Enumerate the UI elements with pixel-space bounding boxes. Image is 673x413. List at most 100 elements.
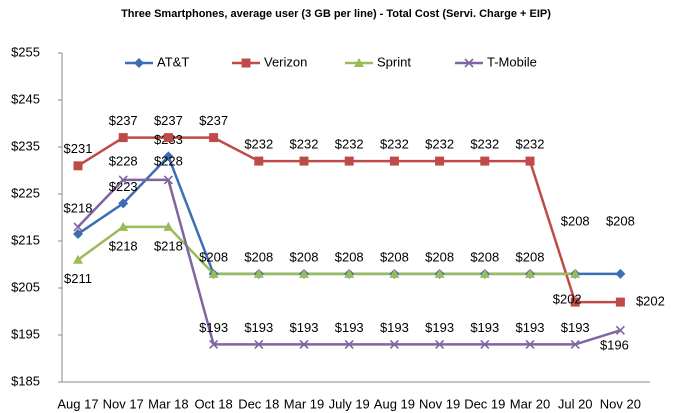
data-point xyxy=(299,339,309,349)
data-label: $208 xyxy=(380,249,409,264)
legend-marker xyxy=(354,58,364,67)
y-tick-label: $225 xyxy=(11,185,40,200)
data-label: $232 xyxy=(380,137,409,152)
data-point xyxy=(615,268,626,279)
data-label: $237 xyxy=(154,113,183,128)
x-tick-label: Jul 20 xyxy=(558,396,593,411)
data-point xyxy=(209,339,219,349)
x-tick-label: Mar 18 xyxy=(148,396,188,411)
data-point xyxy=(525,339,535,349)
legend-label: Verizon xyxy=(264,54,307,69)
data-label: $232 xyxy=(470,137,499,152)
y-tick-label: $245 xyxy=(11,91,40,106)
data-label: $193 xyxy=(244,320,273,335)
data-point xyxy=(163,221,174,231)
x-tick-label: Mar 19 xyxy=(284,396,324,411)
data-point xyxy=(615,325,625,335)
data-label: $208 xyxy=(425,249,454,264)
data-point xyxy=(435,339,445,349)
data-point xyxy=(73,222,83,232)
data-point xyxy=(254,156,264,166)
data-point xyxy=(163,151,174,162)
x-tick-label: Aug 17 xyxy=(57,396,98,411)
data-label: $232 xyxy=(516,137,545,152)
data-label: $232 xyxy=(244,137,273,152)
legend-marker xyxy=(241,58,251,68)
data-label: $231 xyxy=(64,141,93,156)
data-point xyxy=(163,175,173,185)
data-label: $202 xyxy=(553,292,582,307)
data-point xyxy=(480,339,490,349)
data-point xyxy=(299,268,309,278)
data-label: $208 xyxy=(470,249,499,264)
data-point xyxy=(389,339,399,349)
x-tick-label: Nov 20 xyxy=(600,396,641,411)
data-point xyxy=(299,156,309,166)
y-tick-label: $205 xyxy=(11,279,40,294)
data-point xyxy=(253,268,264,278)
x-tick-label: Oct 18 xyxy=(194,396,232,411)
x-tick-label: July 19 xyxy=(329,396,370,411)
data-label: $208 xyxy=(606,213,635,228)
data-point xyxy=(208,268,219,278)
data-label: $232 xyxy=(425,137,454,152)
data-label: $218 xyxy=(154,238,183,253)
legend-label: AT&T xyxy=(157,54,189,69)
legend-label: T-Mobile xyxy=(487,54,537,69)
data-label: $211 xyxy=(64,271,92,286)
data-point xyxy=(118,221,129,231)
x-tick-label: Aug 19 xyxy=(374,396,415,411)
data-point xyxy=(73,161,83,171)
y-tick-label: $185 xyxy=(11,373,40,388)
legend-label: Sprint xyxy=(377,54,411,69)
data-label: $208 xyxy=(244,249,273,264)
data-label: $232 xyxy=(335,137,364,152)
legend-marker xyxy=(464,58,474,68)
data-point xyxy=(525,268,535,278)
data-label: $208 xyxy=(199,249,228,264)
data-label: $193 xyxy=(290,320,319,335)
data-label: $193 xyxy=(335,320,364,335)
data-label: $218 xyxy=(64,200,93,215)
data-label: $193 xyxy=(425,320,454,335)
data-point xyxy=(344,268,355,278)
data-point xyxy=(73,254,83,264)
y-tick-label: $255 xyxy=(11,44,40,59)
x-tick-label: Mar 20 xyxy=(510,396,550,411)
data-label: $208 xyxy=(290,249,319,264)
y-tick-label: $195 xyxy=(11,326,40,341)
data-point xyxy=(480,156,490,166)
data-label: $193 xyxy=(380,320,409,335)
data-label: $193 xyxy=(199,320,228,335)
data-label: $208 xyxy=(561,213,590,228)
data-point xyxy=(570,339,580,349)
data-point xyxy=(570,297,580,307)
data-label: $237 xyxy=(109,113,138,128)
data-point xyxy=(118,198,129,209)
data-point xyxy=(344,156,354,166)
data-label: $232 xyxy=(290,137,319,152)
data-point xyxy=(389,156,399,166)
y-tick-label: $235 xyxy=(11,138,40,153)
data-label: $202 xyxy=(636,294,665,309)
data-point xyxy=(389,268,400,278)
x-tick-label: Dec 19 xyxy=(464,396,505,411)
data-label: $223 xyxy=(109,179,138,194)
x-tick-label: Nov 19 xyxy=(419,396,460,411)
data-point xyxy=(163,133,173,143)
data-label: $228 xyxy=(109,153,138,168)
legend-marker xyxy=(134,58,144,68)
data-point xyxy=(209,133,219,143)
data-point xyxy=(254,339,264,349)
y-tick-label: $215 xyxy=(11,232,40,247)
data-label: $208 xyxy=(335,249,364,264)
data-point xyxy=(118,133,128,143)
data-label: $193 xyxy=(516,320,545,335)
data-point xyxy=(615,297,625,307)
data-label: $196 xyxy=(600,338,629,353)
data-label: $237 xyxy=(199,113,228,128)
data-label: $218 xyxy=(109,238,138,253)
data-point xyxy=(118,175,128,185)
data-point xyxy=(570,268,581,278)
